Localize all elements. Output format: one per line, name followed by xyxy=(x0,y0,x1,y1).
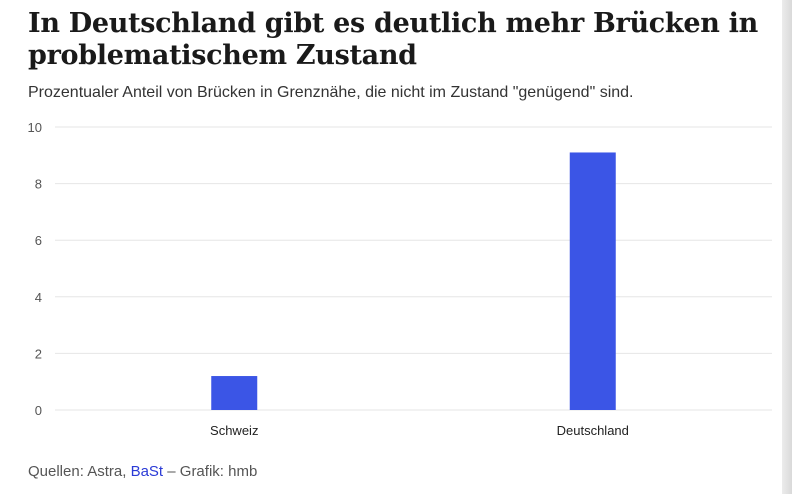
y-tick-label: 10 xyxy=(28,120,42,135)
x-category-label: Deutschland xyxy=(557,423,629,438)
y-tick-label: 4 xyxy=(35,290,42,305)
chart-subtitle: Prozentualer Anteil von Brücken in Grenz… xyxy=(28,84,634,101)
source-suffix: – Grafik: hmb xyxy=(163,463,258,480)
chart-title: In Deutschland gibt es deutlich mehr Brü… xyxy=(28,8,758,71)
source-link-bast[interactable]: BaSt xyxy=(130,463,164,480)
x-category-label: Schweiz xyxy=(210,423,258,438)
bar-schweiz xyxy=(211,376,258,410)
window-edge xyxy=(782,0,792,494)
source-footer: Quellen: Astra, BaSt – Grafik: hmb xyxy=(28,462,257,482)
y-tick-label: 0 xyxy=(35,403,42,418)
y-tick-label: 6 xyxy=(35,233,42,248)
y-tick-label: 8 xyxy=(35,177,42,192)
y-tick-label: 2 xyxy=(35,346,42,361)
source-prefix: Quellen: Astra, xyxy=(28,463,131,480)
bar-chart: 0 2 4 6 8 10 Schweiz Deutschland xyxy=(28,120,772,438)
bar-deutschland xyxy=(569,152,616,410)
